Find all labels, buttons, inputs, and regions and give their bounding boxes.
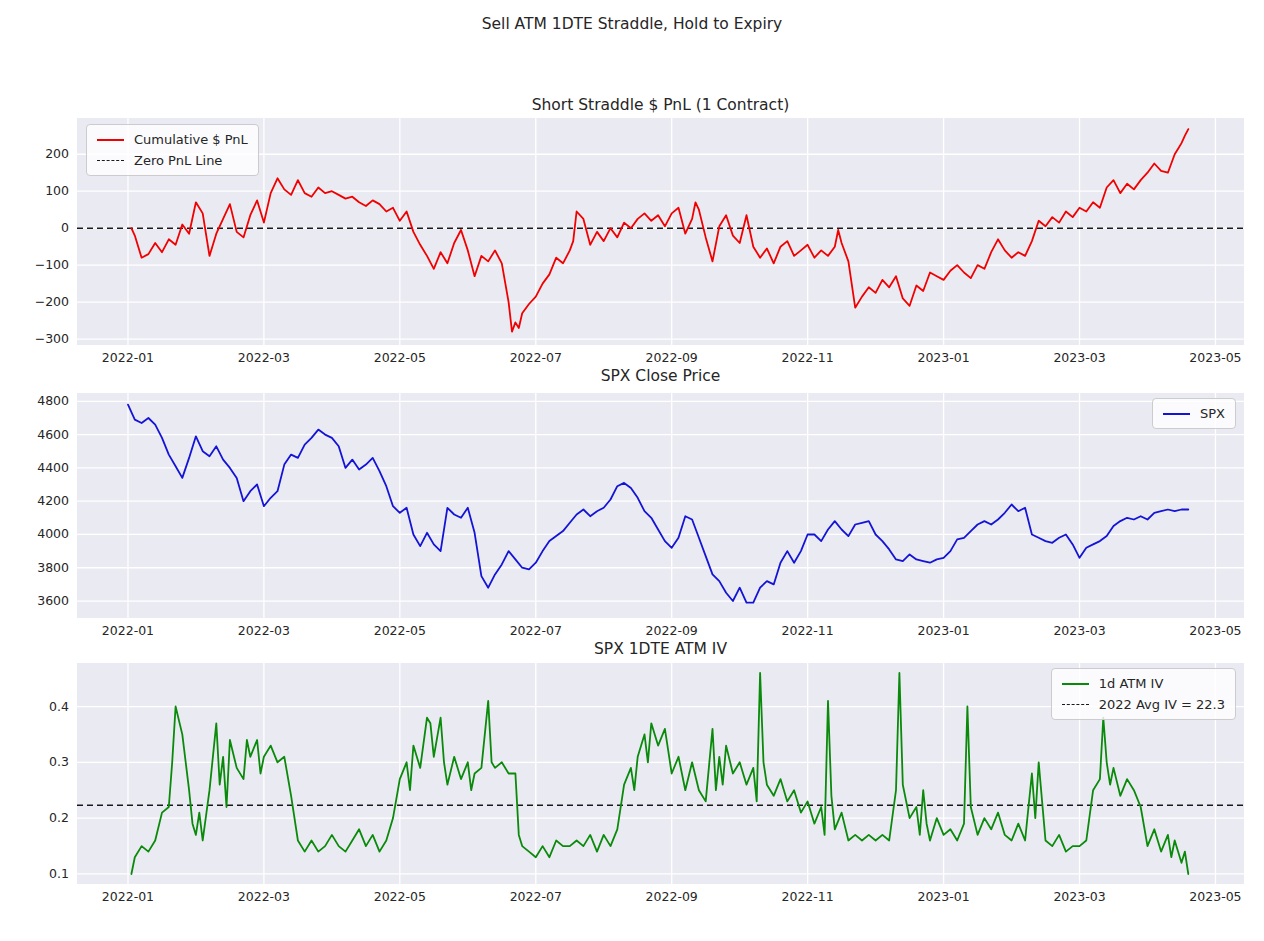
- legend-item: 2022 Avg IV = 22.3: [1062, 696, 1225, 713]
- dashed-line-swatch: [97, 160, 124, 161]
- iv-chart-title: SPX 1DTE ATM IV: [77, 640, 1244, 658]
- cumulative-pnl-line: [131, 129, 1188, 332]
- x-tick-label: 2023-03: [1040, 623, 1120, 638]
- y-tick-label: 4000: [9, 526, 69, 542]
- x-tick-label: 2022-11: [768, 350, 848, 365]
- figure: Sell ATM 1DTE Straddle, Hold to Expiry S…: [0, 0, 1264, 941]
- spx-chart-title: SPX Close Price: [77, 367, 1244, 385]
- red-line-swatch: [97, 139, 124, 141]
- green-line-swatch: [1062, 683, 1089, 685]
- pnl-plot-area: Cumulative $ PnL Zero PnL Line: [77, 118, 1244, 345]
- legend-item: 1d ATM IV: [1062, 675, 1225, 692]
- x-tick-label: 2022-05: [360, 623, 440, 638]
- x-tick-label: 2022-09: [632, 623, 712, 638]
- blue-line-swatch: [1163, 413, 1190, 415]
- y-tick-label: 0.1: [9, 866, 69, 882]
- x-tick-label: 2023-01: [904, 623, 984, 638]
- figure-title: Sell ATM 1DTE Straddle, Hold to Expiry: [0, 15, 1264, 33]
- x-tick-label: 2022-05: [360, 350, 440, 365]
- y-tick-label: 3600: [9, 593, 69, 609]
- legend-label: Zero PnL Line: [134, 152, 222, 169]
- y-tick-label: −100: [9, 257, 69, 273]
- y-tick-label: 100: [9, 183, 69, 199]
- y-tick-label: 200: [9, 146, 69, 162]
- legend-label: SPX: [1200, 405, 1225, 422]
- legend-label: 2022 Avg IV = 22.3: [1099, 696, 1225, 713]
- legend-label: 1d ATM IV: [1099, 675, 1164, 692]
- x-tick-label: 2023-03: [1040, 889, 1120, 904]
- y-tick-label: 0.3: [9, 754, 69, 770]
- x-tick-label: 2023-01: [904, 889, 984, 904]
- spx-legend: SPX: [1152, 398, 1236, 429]
- iv-legend: 1d ATM IV 2022 Avg IV = 22.3: [1051, 668, 1236, 720]
- y-tick-label: 4400: [9, 460, 69, 476]
- legend-label: Cumulative $ PnL: [134, 131, 248, 148]
- y-tick-label: 4200: [9, 493, 69, 509]
- x-tick-label: 2022-05: [360, 889, 440, 904]
- x-tick-label: 2022-03: [224, 889, 304, 904]
- y-tick-label: 0: [9, 220, 69, 236]
- iv-plot-area: 1d ATM IV 2022 Avg IV = 22.3: [77, 663, 1244, 884]
- legend-item: SPX: [1163, 405, 1225, 422]
- x-tick-label: 2022-09: [632, 889, 712, 904]
- x-tick-label: 2022-03: [224, 623, 304, 638]
- x-tick-label: 2022-11: [768, 623, 848, 638]
- x-tick-label: 2023-03: [1040, 350, 1120, 365]
- y-tick-label: 0.4: [9, 699, 69, 715]
- x-tick-label: 2022-11: [768, 889, 848, 904]
- x-tick-label: 2022-07: [496, 350, 576, 365]
- x-tick-label: 2023-01: [904, 350, 984, 365]
- legend-item: Cumulative $ PnL: [97, 131, 248, 148]
- dashed-line-swatch: [1062, 704, 1089, 705]
- y-tick-label: 3800: [9, 560, 69, 576]
- legend-item: Zero PnL Line: [97, 152, 248, 169]
- spx-chart-svg: [77, 393, 1244, 618]
- y-tick-label: 0.2: [9, 810, 69, 826]
- pnl-chart-title: Short Straddle $ PnL (1 Contract): [77, 96, 1244, 114]
- pnl-legend: Cumulative $ PnL Zero PnL Line: [86, 124, 259, 176]
- y-tick-label: 4800: [9, 393, 69, 409]
- x-tick-label: 2022-07: [496, 889, 576, 904]
- x-tick-label: 2022-01: [88, 889, 168, 904]
- y-tick-label: 4600: [9, 427, 69, 443]
- x-tick-label: 2023-05: [1175, 350, 1255, 365]
- x-tick-label: 2022-09: [632, 350, 712, 365]
- spx-plot-area: SPX: [77, 393, 1244, 618]
- x-tick-label: 2023-05: [1175, 623, 1255, 638]
- x-tick-label: 2023-05: [1175, 889, 1255, 904]
- 1d-atm-iv-line: [131, 673, 1188, 874]
- x-tick-label: 2022-01: [88, 350, 168, 365]
- y-tick-label: −300: [9, 331, 69, 347]
- y-tick-label: −200: [9, 294, 69, 310]
- x-tick-label: 2022-03: [224, 350, 304, 365]
- x-tick-label: 2022-07: [496, 623, 576, 638]
- x-tick-label: 2022-01: [88, 623, 168, 638]
